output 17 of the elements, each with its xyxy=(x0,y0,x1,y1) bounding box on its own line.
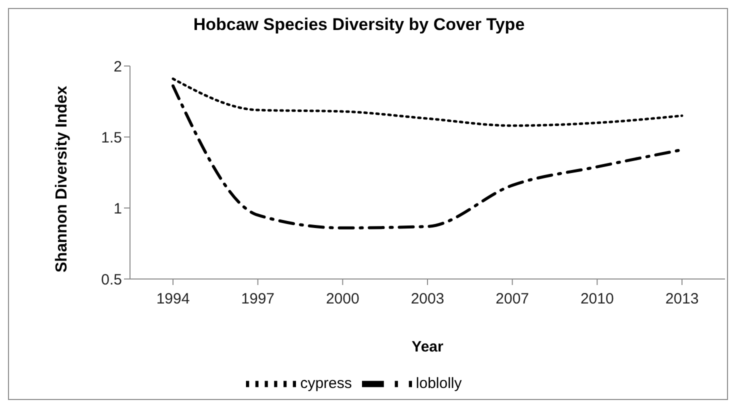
x-tick-label: 2000 xyxy=(326,290,360,308)
x-tick-label: 2010 xyxy=(580,290,614,308)
y-tick-label: 1 xyxy=(114,200,122,218)
legend-label: cypress xyxy=(300,374,352,392)
legend-label: loblolly xyxy=(416,374,462,392)
x-tick-label: 2003 xyxy=(410,290,444,308)
y-tick-label: 2 xyxy=(114,58,122,76)
line-series xyxy=(172,78,684,127)
x-tick-label: 2007 xyxy=(496,290,530,308)
y-tick-label: 1.5 xyxy=(101,129,122,146)
x-tick-label: 2013 xyxy=(665,290,699,308)
y-axis-title: Shannon Diversity Index xyxy=(54,86,71,272)
x-tick-label: 1997 xyxy=(241,290,275,308)
chart-title: Hobcaw Species Diversity by Cover Type xyxy=(192,15,526,35)
y-tick-label: 0.5 xyxy=(101,271,122,288)
x-tick-label: 1994 xyxy=(156,290,190,308)
x-axis-title: Year xyxy=(412,338,444,356)
